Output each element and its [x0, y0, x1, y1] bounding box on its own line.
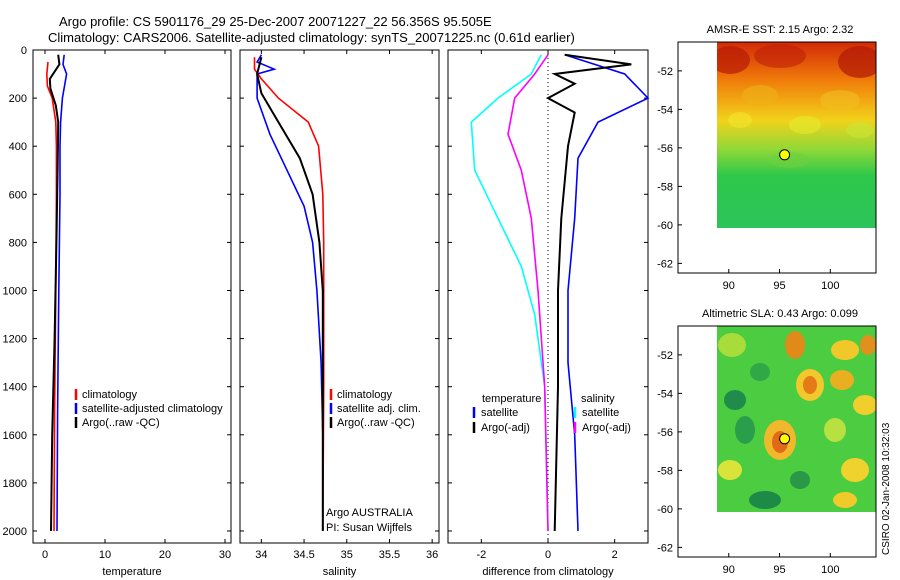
x-tick-label: 10: [99, 549, 111, 561]
y-tick-label: 200: [9, 93, 27, 105]
map-y-tick-label: -60: [657, 504, 673, 516]
y-tick-label: 800: [9, 237, 27, 249]
map-x-tick-label: 90: [723, 564, 735, 576]
sla-argo-position-marker: [779, 433, 791, 445]
map-y-tick-label: -56: [657, 427, 673, 439]
map-y-tick-label: -58: [657, 181, 673, 193]
x-tick-label: 30: [219, 549, 231, 561]
temperature-axes-box: [32, 49, 232, 544]
x-tick-label: 20: [159, 549, 171, 561]
sla-map-title: Altimetric SLA: 0.43 Argo: 0.099: [702, 308, 858, 320]
x-tick-label: 35: [341, 549, 353, 561]
legend-label: climatology: [82, 389, 138, 401]
figure-title-line2: Climatology: CARS2006. Satellite-adjuste…: [48, 30, 575, 45]
legend-label: satellite-adjusted climatology: [82, 403, 223, 415]
series-line: [564, 54, 650, 532]
map-y-tick-label: -56: [657, 143, 673, 155]
map-x-tick-label: 90: [723, 280, 735, 292]
x-tick-label: 0: [545, 549, 551, 561]
legend-label: climatology: [337, 389, 393, 401]
legend-label: Argo(..raw -QC): [337, 417, 415, 429]
series-line: [48, 54, 61, 532]
sst-map-axes-box: [677, 41, 877, 274]
sst-map-panel: AMSR-E SST: 2.15 Argo: 2.32 -52 -54 -56 -58…: [657, 24, 877, 292]
y-tick-label: 600: [9, 189, 27, 201]
map-x-tick-label: 100: [821, 280, 839, 292]
y-tick-label: 1800: [3, 478, 27, 490]
legend-label: Argo(-adj): [582, 422, 631, 434]
map-y-tick-label: -58: [657, 465, 673, 477]
x-axis-label: temperature: [102, 566, 161, 578]
x-tick-label: 36: [426, 549, 438, 561]
sst-argo-position-marker: [779, 149, 791, 161]
series-line: [507, 54, 549, 532]
x-axis-label: salinity: [323, 566, 357, 578]
legend-label: satellite: [481, 407, 518, 419]
legend-label: Argo(..raw -QC): [82, 417, 160, 429]
map-y-tick-label: -52: [657, 66, 673, 78]
map-x-tick-label: 95: [773, 280, 785, 292]
sst-texture: [717, 44, 876, 168]
map-y-tick-label: -54: [657, 388, 673, 400]
salinity-axes-box: [239, 49, 440, 544]
figure-title-line1: Argo profile: CS 5901176_29 25-Dec-2007 …: [59, 14, 492, 29]
sst-map-title: AMSR-E SST: 2.15 Argo: 2.32: [707, 24, 854, 36]
x-axis-label: difference from climatology: [482, 566, 614, 578]
legend-heading: salinity: [581, 393, 615, 405]
series-line: [56, 54, 68, 532]
x-tick-label: 34.5: [293, 549, 314, 561]
map-y-tick-label: -62: [657, 258, 673, 270]
map-y-tick-label: -52: [657, 350, 673, 362]
series-line: [253, 57, 325, 532]
sla-map-panel: Altimetric SLA: 0.43 Argo: 0.099: [657, 308, 877, 576]
map-y-tick-label: -54: [657, 104, 673, 116]
x-tick-label: 35.5: [379, 549, 400, 561]
map-x-tick-label: 95: [773, 564, 785, 576]
legend-heading: temperature: [482, 393, 541, 405]
x-tick-label: 2: [612, 549, 618, 561]
difference-panel: -2 0 2 difference from climatology temperatu…: [447, 49, 650, 578]
side-credit-label: CSIRO 02-Jan-2008 10:32:03: [881, 422, 892, 555]
y-tick-label: 2000: [3, 526, 27, 538]
x-tick-label: 34: [255, 549, 267, 561]
y-tick-label: 1400: [3, 382, 27, 394]
sla-map-axes-box: [677, 325, 877, 558]
legend-label: satellite adj. clim.: [337, 403, 421, 415]
y-tick-label: 1200: [3, 334, 27, 346]
y-tick-label: 400: [9, 141, 27, 153]
x-tick-label: -2: [476, 549, 486, 561]
series-line: [255, 54, 324, 531]
annotation-label: PI: Susan Wijffels: [326, 522, 412, 534]
y-tick-label: 1600: [3, 430, 27, 442]
y-tick-label: 0: [21, 45, 27, 57]
map-x-tick-label: 100: [821, 564, 839, 576]
series-line: [545, 53, 632, 532]
legend-label: Argo(-adj): [481, 422, 530, 434]
series-line: [256, 56, 324, 531]
sla-texture: [718, 331, 876, 509]
y-tick-label: 1000: [3, 285, 27, 297]
salinity-panel: 34 34.5 35 35.5 36 salinity climatology satelli…: [239, 49, 440, 578]
series-line: [470, 54, 549, 532]
map-y-tick-label: -60: [657, 220, 673, 232]
difference-axes-box: [447, 49, 649, 544]
legend-label: satellite: [582, 407, 619, 419]
temperature-panel: 0 200 400 600 800 1000 1200 1400 1600 1800 2000 0 10…: [3, 45, 232, 578]
annotation-label: Argo AUSTRALIA: [326, 507, 413, 519]
map-y-tick-label: -62: [657, 542, 673, 554]
x-tick-label: 0: [42, 549, 48, 561]
